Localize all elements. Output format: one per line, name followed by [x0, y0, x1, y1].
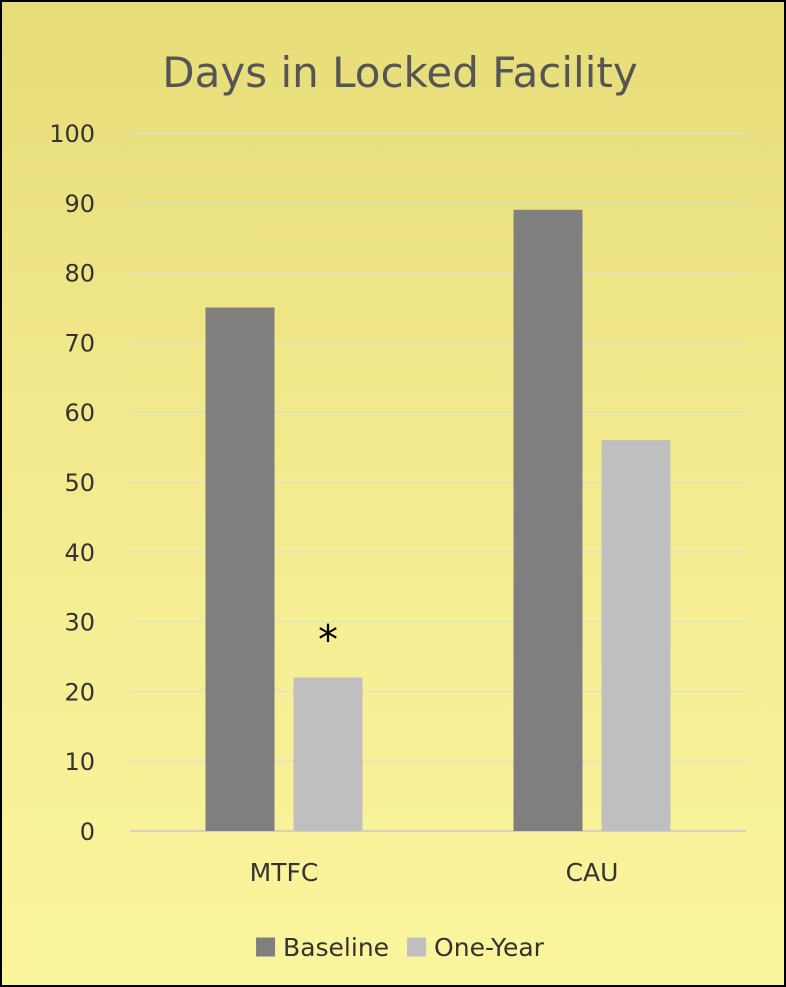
y-tick-label: 40 [64, 539, 95, 567]
legend-label: One-Year [434, 933, 545, 962]
y-tick-label: 70 [64, 329, 95, 357]
y-tick-label: 80 [64, 260, 95, 288]
y-tick-label: 60 [64, 399, 95, 427]
y-tick-label: 10 [64, 748, 95, 776]
annotations: * [318, 617, 338, 663]
x-category-label: MTFC [250, 858, 319, 887]
y-axis-ticks: 0 10 20 30 40 50 60 70 80 90 100 [49, 120, 95, 846]
legend-swatch [407, 937, 427, 957]
legend-swatch [256, 937, 276, 957]
bar-one-year-cau [601, 440, 671, 831]
legend: Baseline One-Year [256, 933, 545, 962]
bar-baseline-mtfc [205, 307, 275, 831]
y-tick-label: 0 [80, 818, 95, 846]
y-tick-label: 50 [64, 469, 95, 497]
y-tick-label: 100 [49, 120, 95, 148]
legend-label: Baseline [283, 933, 389, 962]
x-axis-categories: MTFC CAU [250, 858, 619, 887]
y-tick-label: 90 [64, 190, 95, 218]
bars [205, 209, 671, 831]
y-tick-label: 30 [64, 609, 95, 637]
bar-baseline-cau [513, 209, 583, 831]
significance-annotation: * [318, 617, 338, 663]
chart-title: Days in Locked Facility [162, 48, 637, 97]
y-tick-label: 20 [64, 678, 95, 706]
bar-one-year-mtfc [293, 677, 363, 831]
x-category-label: CAU [566, 858, 619, 887]
